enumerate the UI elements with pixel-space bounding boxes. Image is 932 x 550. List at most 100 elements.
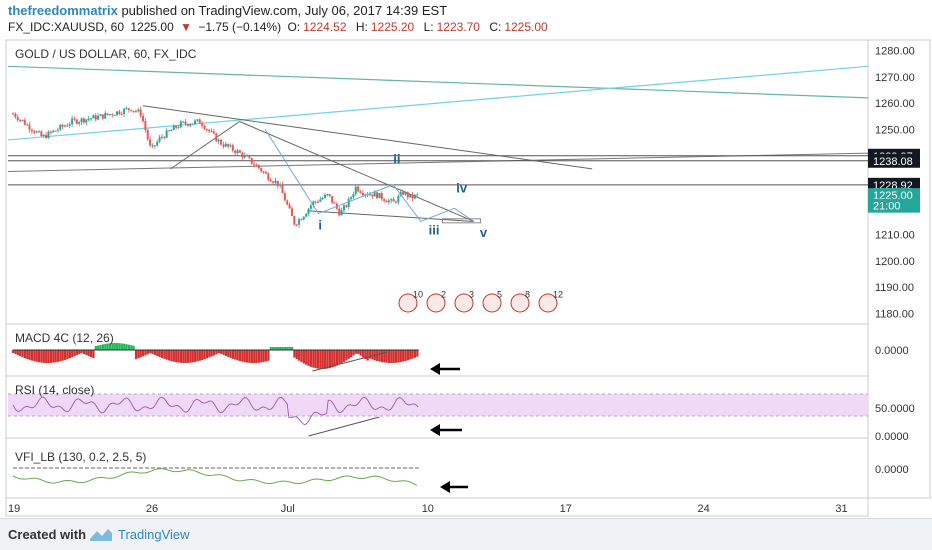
candle[interactable] — [33, 131, 36, 133]
event-flag-icon[interactable] — [482, 293, 502, 313]
candle[interactable] — [66, 125, 69, 127]
candle[interactable] — [328, 194, 331, 196]
candle[interactable] — [108, 114, 111, 116]
candle[interactable] — [158, 137, 161, 142]
event-flag-icon[interactable] — [426, 293, 446, 313]
candle[interactable] — [177, 127, 180, 129]
candle[interactable] — [49, 131, 52, 133]
candle[interactable] — [123, 108, 126, 114]
candle[interactable] — [184, 121, 187, 124]
candle[interactable] — [378, 192, 381, 199]
candle[interactable] — [314, 201, 317, 203]
candle[interactable] — [144, 120, 147, 131]
candle[interactable] — [146, 130, 149, 140]
candle[interactable] — [71, 118, 74, 125]
candle[interactable] — [28, 124, 31, 130]
candle[interactable] — [357, 186, 360, 192]
candle[interactable] — [286, 200, 289, 205]
candle[interactable] — [416, 194, 419, 196]
candle[interactable] — [30, 129, 33, 132]
candle[interactable] — [64, 125, 67, 127]
macd-divergence-line[interactable] — [312, 351, 388, 372]
candle[interactable] — [19, 119, 22, 121]
author-name[interactable]: thefreedommatrix — [8, 3, 118, 18]
trendline-cyan[interactable] — [7, 65, 869, 141]
candle[interactable] — [208, 129, 211, 132]
candle[interactable] — [404, 192, 407, 195]
candle[interactable] — [359, 191, 362, 193]
candle[interactable] — [324, 194, 327, 198]
candle[interactable] — [385, 200, 388, 203]
candle[interactable] — [153, 145, 156, 147]
candle[interactable] — [151, 145, 154, 147]
candle[interactable] — [262, 171, 265, 173]
candle[interactable] — [201, 123, 204, 126]
candle[interactable] — [350, 197, 353, 199]
candle[interactable] — [222, 144, 225, 147]
candle[interactable] — [319, 199, 322, 202]
candle[interactable] — [253, 163, 256, 165]
candle[interactable] — [113, 115, 116, 117]
candle[interactable] — [309, 205, 312, 209]
candle[interactable] — [321, 197, 324, 200]
candle[interactable] — [333, 202, 336, 204]
candle[interactable] — [361, 192, 364, 196]
candle[interactable] — [402, 192, 405, 195]
candle[interactable] — [111, 114, 114, 116]
candle[interactable] — [392, 199, 395, 202]
candle[interactable] — [224, 143, 227, 147]
candle[interactable] — [191, 123, 194, 125]
candle[interactable] — [61, 124, 64, 127]
candle[interactable] — [92, 115, 95, 119]
candle[interactable] — [257, 164, 260, 169]
candle[interactable] — [295, 224, 298, 226]
candle[interactable] — [290, 208, 293, 217]
candle[interactable] — [120, 113, 123, 115]
candle[interactable] — [170, 130, 173, 132]
candle[interactable] — [413, 194, 416, 199]
candle[interactable] — [189, 124, 192, 126]
tradingview-link[interactable]: TradingView — [118, 527, 190, 542]
candle[interactable] — [354, 186, 357, 195]
candle[interactable] — [142, 115, 145, 121]
candle[interactable] — [352, 194, 355, 198]
candle[interactable] — [215, 133, 218, 142]
candle[interactable] — [210, 131, 213, 133]
candle[interactable] — [267, 173, 270, 180]
target-box[interactable] — [441, 218, 481, 224]
candle[interactable] — [165, 130, 168, 138]
candle[interactable] — [406, 192, 409, 198]
candle[interactable] — [220, 139, 223, 145]
candle[interactable] — [160, 136, 163, 138]
candle[interactable] — [47, 131, 50, 139]
candle[interactable] — [90, 118, 93, 120]
candle[interactable] — [380, 192, 383, 200]
candle[interactable] — [94, 115, 97, 120]
channel-upper-line[interactable] — [142, 105, 593, 170]
candle[interactable] — [409, 194, 412, 198]
candle[interactable] — [45, 134, 48, 139]
candle[interactable] — [35, 131, 38, 133]
candle[interactable] — [300, 219, 303, 221]
candle[interactable] — [227, 143, 230, 147]
candle[interactable] — [326, 194, 329, 196]
event-flag-icon[interactable] — [398, 293, 418, 313]
candle[interactable] — [234, 150, 237, 154]
candle[interactable] — [331, 195, 334, 203]
candle[interactable] — [243, 155, 246, 158]
candle[interactable] — [340, 210, 343, 216]
wave-path[interactable] — [264, 129, 475, 223]
wedge-upper-line[interactable] — [239, 121, 475, 222]
candle[interactable] — [21, 119, 24, 121]
candle[interactable] — [75, 119, 78, 124]
candle[interactable] — [397, 195, 400, 203]
candle[interactable] — [125, 108, 128, 110]
candle[interactable] — [16, 117, 19, 121]
candle[interactable] — [14, 113, 17, 118]
time-axis[interactable] — [5, 497, 869, 517]
candle[interactable] — [106, 113, 109, 115]
candle[interactable] — [175, 125, 178, 128]
candle[interactable] — [288, 204, 291, 209]
candle[interactable] — [97, 115, 100, 120]
